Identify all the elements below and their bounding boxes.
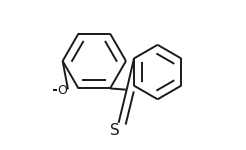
Text: S: S [109, 123, 119, 138]
Text: O: O [57, 84, 67, 96]
